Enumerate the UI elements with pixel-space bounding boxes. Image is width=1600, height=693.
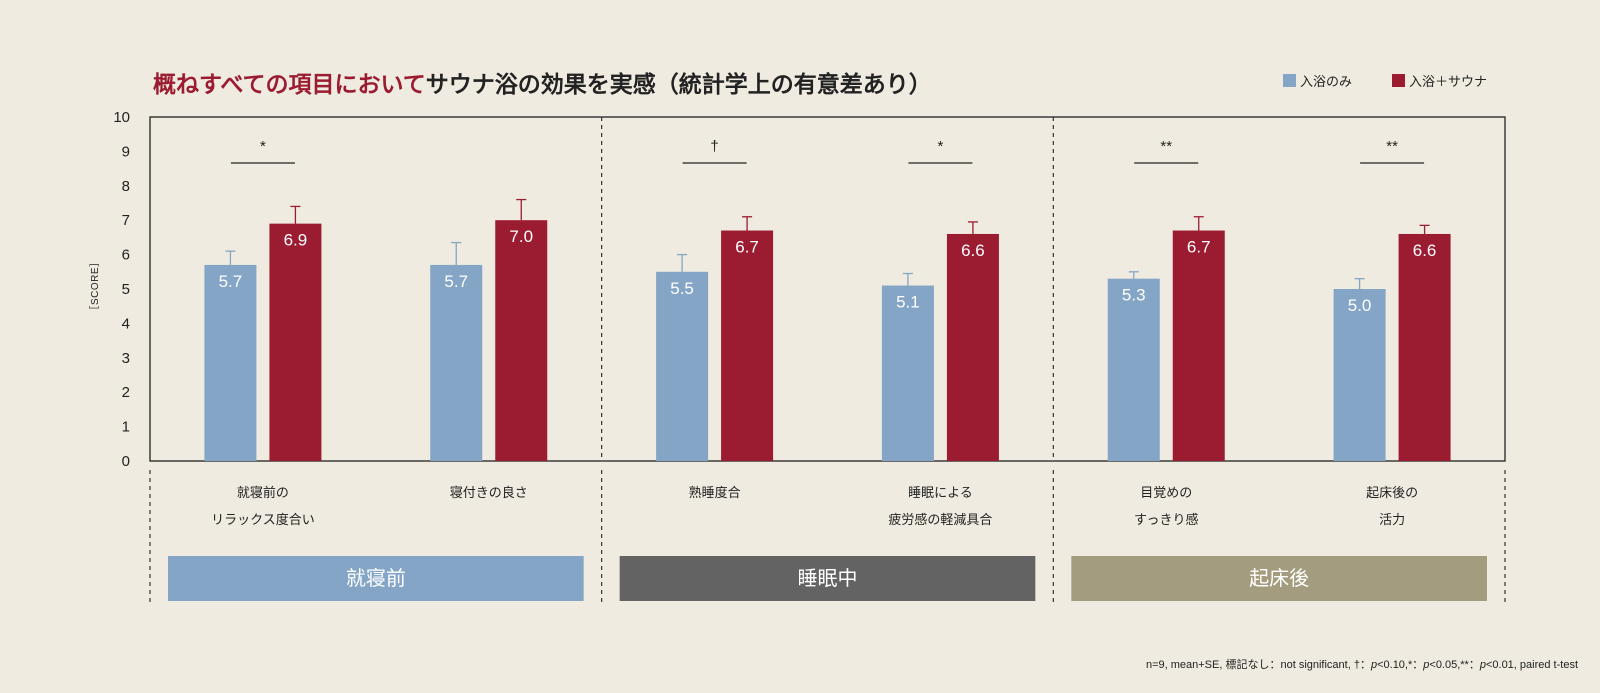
phase-label: 睡眠中: [798, 566, 858, 590]
phase-label: 就寝前: [346, 566, 406, 590]
data-label: 5.0: [1348, 296, 1372, 315]
bar-bath-only: [881, 285, 934, 461]
y-tick-label: 2: [122, 384, 130, 401]
phase-label: 起床後: [1249, 566, 1309, 590]
significance-label: †: [710, 138, 718, 155]
category-label: すっきり感: [1134, 512, 1198, 528]
data-label: 6.6: [961, 241, 985, 260]
legend-swatch-bath-only: [1283, 74, 1296, 87]
category-label: リラックス度合い: [211, 512, 315, 528]
phase-band: [1071, 556, 1487, 601]
chart-title-accent: 概ねすべての項目において: [153, 72, 426, 98]
bar-bath-only: [204, 264, 257, 461]
y-tick-label: 3: [122, 350, 130, 367]
data-label: 6.7: [735, 238, 759, 257]
chart-title-main: サウナ浴の効果を実感（統計学上の有意差あり）: [426, 71, 932, 98]
significance-label: *: [260, 138, 266, 155]
category-label: 就寝前の: [237, 485, 289, 501]
bar-bath-sauna: [1398, 233, 1451, 461]
bar-bath-only: [1107, 278, 1160, 461]
category-label: 疲労感の軽減具合: [888, 512, 992, 528]
y-tick-label: 9: [122, 143, 130, 160]
data-label: 5.7: [444, 272, 468, 291]
footnote-t1: <0.10,*：: [1377, 659, 1423, 671]
category-label: 睡眠による: [908, 486, 973, 501]
phase-bands: 就寝前 睡眠中 起床後: [168, 556, 1487, 601]
y-tick-label: 4: [122, 315, 130, 332]
significance-markers: * † * ** **: [230, 138, 1425, 164]
y-tick-label: 0: [122, 453, 130, 470]
category-label: 活力: [1379, 513, 1405, 528]
data-label: 6.9: [284, 231, 308, 250]
data-label: 5.7: [219, 272, 243, 291]
legend: 入浴のみ 入浴＋サウナ: [1283, 74, 1487, 90]
y-tick-label: 10: [113, 109, 130, 126]
data-label: 7.0: [509, 227, 533, 246]
data-label: 6.6: [1413, 241, 1437, 260]
footnote-p3: p: [1479, 659, 1486, 671]
bar-bath-only: [1333, 289, 1386, 461]
y-tick-label: 5: [122, 281, 130, 298]
bar-bath-sauna: [721, 230, 774, 461]
significance-label: **: [1386, 138, 1398, 155]
category-label: 熟睡度合: [689, 485, 741, 501]
bars: 5.7 6.9 5.7 7.0 5.5 6.7 5.1 6.6 5.3 6.7 5.0 6.6: [204, 198, 1451, 461]
phase-band: [619, 556, 1036, 601]
category-label: 起床後の: [1366, 486, 1418, 501]
bar-bath-only: [430, 264, 483, 461]
significance-label: **: [1160, 138, 1172, 155]
bar-bath-sauna: [946, 233, 999, 461]
legend-label-bath-sauna: 入浴＋サウナ: [1409, 75, 1487, 90]
y-axis-label: ［SCORE］: [89, 256, 101, 315]
y-tick-label: 6: [122, 247, 130, 264]
legend-swatch-bath-sauna: [1392, 74, 1405, 87]
footnote: n=9, mean+SE, 標記なし：not significant, †：p<…: [1146, 657, 1578, 671]
axes: 0 1 2 3 4 5 6 7 8 9 10: [113, 109, 1506, 604]
footnote-p2: p: [1422, 659, 1429, 671]
significance-label: *: [937, 138, 943, 155]
data-label: 6.7: [1187, 238, 1211, 257]
y-tick-label: 1: [122, 419, 130, 436]
phase-band: [168, 556, 584, 601]
chart-title: 概ねすべての項目においてサウナ浴の効果を実感（統計学上の有意差あり）: [153, 71, 932, 98]
bar-bath-sauna: [269, 223, 322, 461]
bar-bath-sauna: [1172, 230, 1225, 461]
plot-frame: [149, 116, 1506, 462]
footnote-t3: <0.01, paired t-test: [1486, 659, 1578, 671]
footnote-prefix: n=9, mean+SE, 標記なし：not significant, †：: [1146, 657, 1371, 671]
category-label: 寝付きの良さ: [450, 485, 528, 501]
data-label: 5.5: [670, 279, 694, 298]
data-label: 5.1: [896, 293, 920, 312]
y-tick-label: 7: [122, 212, 130, 229]
bar-bath-only: [656, 271, 709, 461]
bar-bath-sauna: [495, 220, 548, 461]
data-label: 5.3: [1122, 286, 1146, 305]
y-tick-label: 8: [122, 178, 130, 195]
footnote-p1: p: [1370, 659, 1377, 671]
category-label: 目覚めの: [1140, 486, 1192, 501]
legend-label-bath-only: 入浴のみ: [1300, 75, 1352, 90]
footnote-t2: <0.05,**：: [1429, 659, 1479, 671]
